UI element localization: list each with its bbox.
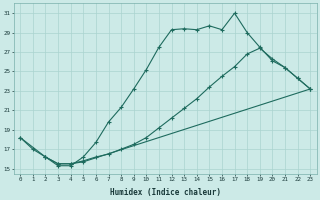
X-axis label: Humidex (Indice chaleur): Humidex (Indice chaleur)	[110, 188, 221, 197]
